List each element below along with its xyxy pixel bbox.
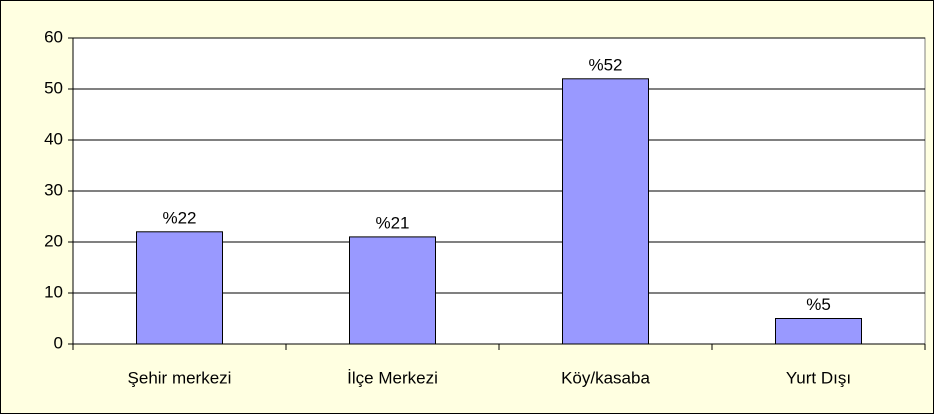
bar bbox=[349, 236, 436, 345]
data-label: %5 bbox=[806, 295, 831, 314]
y-tick-label: 20 bbox=[44, 231, 63, 250]
data-label: %21 bbox=[375, 213, 409, 232]
y-tick-label: 40 bbox=[44, 129, 63, 148]
y-tick-label: 0 bbox=[54, 333, 63, 352]
bar bbox=[562, 78, 649, 345]
y-tick-label: 60 bbox=[44, 27, 63, 46]
x-tick-label: Şehir merkezi bbox=[128, 368, 232, 387]
x-tick-label: Yurt Dışı bbox=[786, 368, 851, 387]
bar bbox=[775, 318, 862, 345]
y-tick-label: 50 bbox=[44, 78, 63, 97]
bar bbox=[136, 231, 223, 345]
data-label: %22 bbox=[162, 208, 196, 227]
y-tick-label: 10 bbox=[44, 282, 63, 301]
data-label: %52 bbox=[588, 55, 622, 74]
x-tick-label: Köy/kasaba bbox=[561, 368, 650, 387]
y-tick-label: 30 bbox=[44, 180, 63, 199]
x-tick-label: İlçe Merkezi bbox=[347, 368, 438, 387]
